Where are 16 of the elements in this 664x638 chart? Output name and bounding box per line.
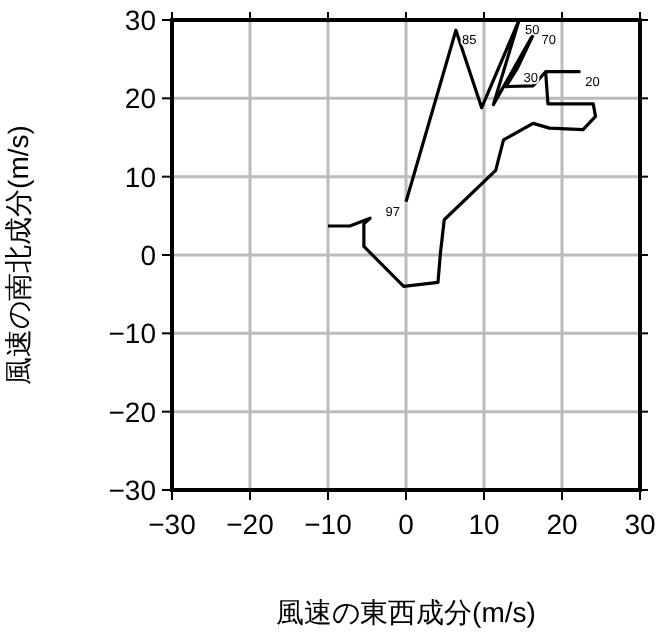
x-tick-label: 10 (468, 508, 500, 540)
y-tick-label: 30 (124, 4, 157, 36)
y-tick-label: 10 (124, 160, 157, 193)
x-tick-label: 20 (546, 508, 578, 540)
y-tick-label: −30 (108, 474, 157, 506)
x-tick-label: 0 (398, 508, 415, 540)
x-tick-label: 30 (624, 508, 656, 540)
y-tick-label: −20 (108, 395, 157, 428)
y-tick-label: −10 (108, 317, 157, 350)
x-tick-label: −10 (304, 508, 353, 540)
x-tick-label: −30 (148, 508, 197, 540)
y-axis-title: 風速の南北成分(m/s) (2, 125, 34, 385)
x-tick-label: −20 (226, 508, 275, 540)
y-tick-label: 20 (124, 82, 157, 115)
x-axis-title: 風速の東西成分(m/s) (276, 596, 536, 628)
y-tick-label: 0 (140, 239, 157, 271)
